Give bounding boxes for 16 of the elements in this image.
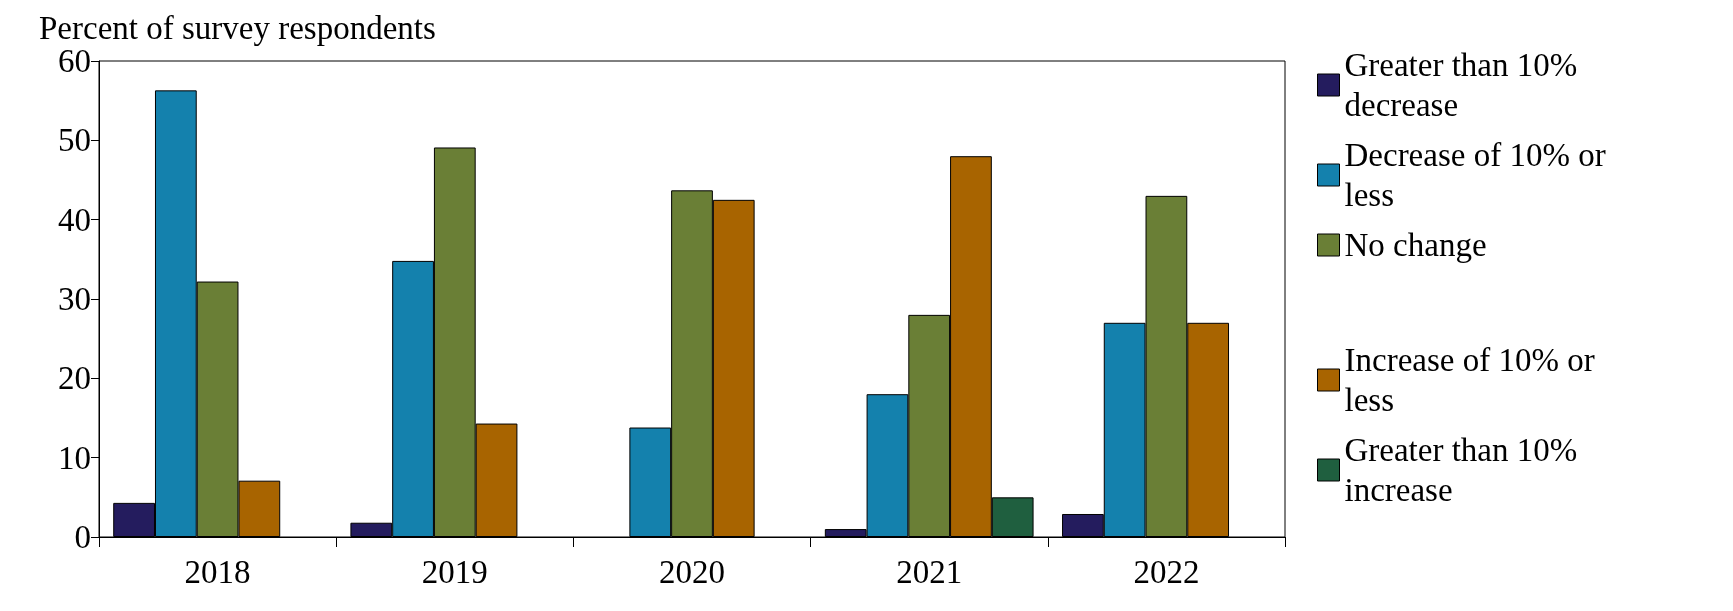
y-tick-label: 20 xyxy=(58,360,91,397)
legend-label: Greater than 10% increase xyxy=(1344,432,1586,508)
y-tick-label: 30 xyxy=(58,281,91,317)
legend-label: Greater than 10% decrease xyxy=(1344,47,1586,123)
x-tick-label: 2021 xyxy=(896,553,963,590)
y-tick-label: 10 xyxy=(58,439,91,476)
legend-label: Decrease of 10% or less xyxy=(1344,137,1614,213)
y-tick-label: 40 xyxy=(58,201,91,238)
x-tick-label: 2018 xyxy=(184,553,251,590)
x-tick-label: 2022 xyxy=(1133,553,1200,590)
legend-label: Increase of 10% or less xyxy=(1344,342,1603,418)
x-tick-label: 2020 xyxy=(659,553,725,590)
y-tick-label: 50 xyxy=(58,122,91,159)
x-tick-label: 2019 xyxy=(421,553,488,590)
legend-label: No change xyxy=(1344,227,1487,263)
y-tick-label: 0 xyxy=(74,519,91,555)
